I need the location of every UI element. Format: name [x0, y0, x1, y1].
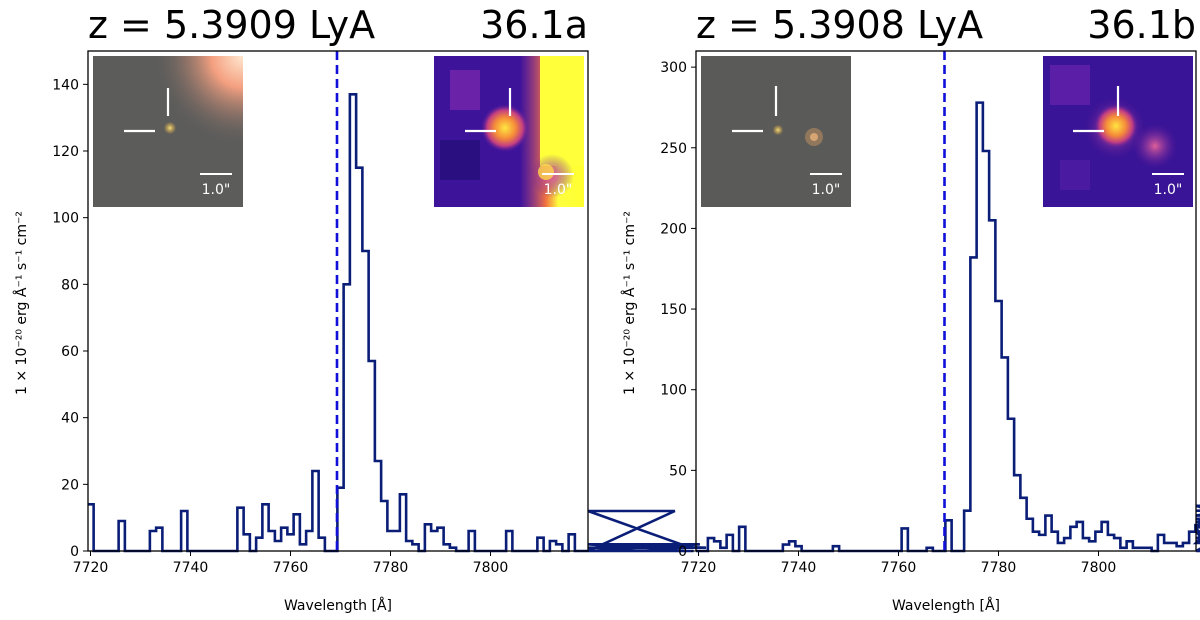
y-tick-label: 140	[52, 77, 79, 93]
galaxy-image-inset: 1.0"	[93, 56, 243, 207]
panel-title-redshift: z = 5.3909 LyA	[88, 3, 375, 47]
y-tick-label: 0	[70, 544, 79, 560]
lya-map-inset: 1.0"	[1043, 56, 1193, 207]
y-tick-label: 60	[61, 344, 79, 360]
x-tick-label: 7720	[681, 560, 717, 576]
y-axis-label: 1 × 10⁻²⁰ erg Å⁻¹ s⁻¹ cm⁻²	[13, 211, 30, 395]
tick-labels: 7720 7740 7760 7780 7800 0 50 100 150 200 250 300	[660, 60, 1116, 576]
y-tick-label: 100	[52, 211, 79, 227]
axes-frame	[695, 50, 1197, 552]
panel-title-id: 36.1a	[480, 3, 588, 47]
x-tick-label: 7780	[373, 560, 409, 576]
y-tick-label: 20	[61, 477, 79, 493]
x-tick-label: 7800	[473, 560, 509, 576]
y-tick-label: 300	[660, 60, 687, 76]
x-tick-label: 7780	[981, 560, 1017, 576]
x-tick-label: 7740	[173, 560, 209, 576]
scale-bar-label: 1.0"	[812, 182, 841, 198]
x-axis-label: Wavelength [Å]	[284, 597, 392, 614]
y-tick-label: 50	[669, 463, 687, 479]
x-tick-label: 7740	[781, 560, 817, 576]
scale-bar-label: 1.0"	[1154, 182, 1183, 198]
x-tick-label: 7760	[273, 560, 309, 576]
galaxy-image-inset: 1.0"	[701, 56, 851, 207]
y-tick-label: 0	[678, 544, 687, 560]
y-tick-label: 150	[660, 302, 687, 318]
scale-bar-label: 1.0"	[202, 182, 231, 198]
x-tick-label: 7720	[73, 560, 109, 576]
plot-area	[87, 50, 707, 553]
y-tick-label: 120	[52, 144, 79, 160]
x-axis-label: Wavelength [Å]	[892, 597, 1000, 614]
scale-bar-label: 1.0"	[544, 182, 573, 198]
panel-title-id: 36.1b	[1087, 3, 1196, 47]
plot-area	[695, 50, 1200, 553]
spectrum-panel-36-1b: z = 5.3908 LyA 36.1b Wavelength [Å] 1 × …	[621, 3, 1200, 614]
spectrum-panel-36-1a: z = 5.3909 LyA 36.1a Wavelength [Å] 1 × …	[13, 3, 707, 614]
y-tick-label: 100	[660, 383, 687, 399]
y-tick-label: 200	[660, 221, 687, 237]
lya-map-inset: 1.0"	[434, 56, 584, 207]
x-tick-label: 7760	[881, 560, 917, 576]
panel-title-redshift: z = 5.3908 LyA	[696, 3, 983, 47]
y-tick-label: 40	[61, 411, 79, 427]
tick-labels: 7720 7740 7760 7780 7800 0 20 40 60 80 100 120 140	[52, 77, 508, 576]
y-tick-label: 250	[660, 141, 687, 157]
y-tick-label: 80	[61, 277, 79, 293]
x-tick-label: 7800	[1081, 560, 1117, 576]
axes-frame	[87, 50, 589, 552]
y-axis-label: 1 × 10⁻²⁰ erg Å⁻¹ s⁻¹ cm⁻²	[621, 211, 638, 395]
